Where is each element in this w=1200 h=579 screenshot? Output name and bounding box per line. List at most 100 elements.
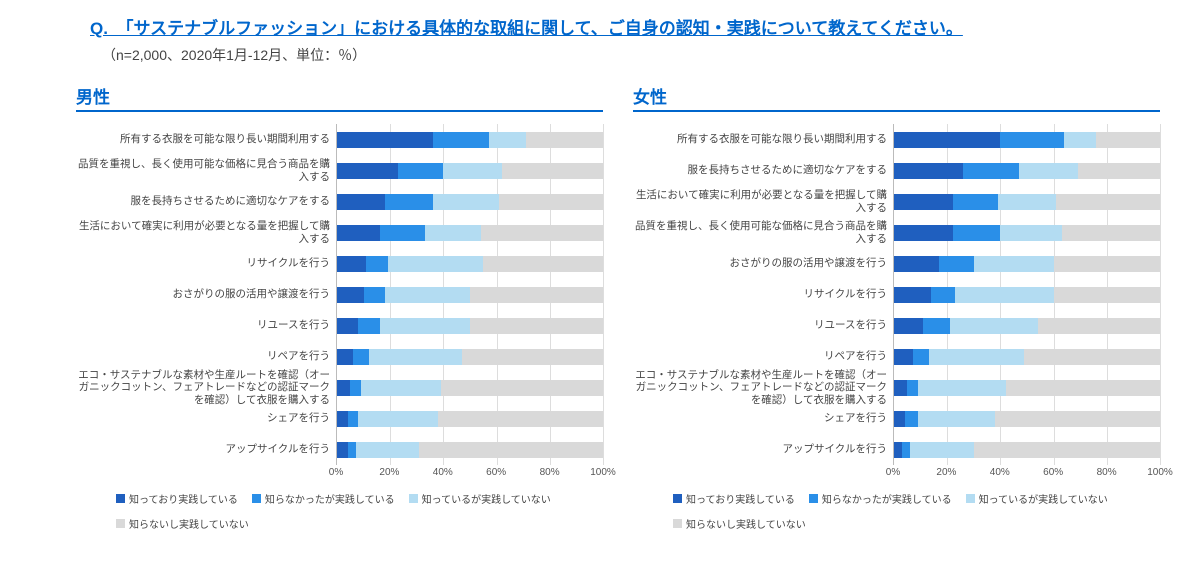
legend-label: 知らないし実践していない [686,516,806,531]
panel-男性: 男性所有する衣服を可能な限り長い期間利用する品質を重視し、長く使用可能な価格に見… [76,83,603,531]
chart-labels: 所有する衣服を可能な限り長い期間利用する服を長持ちさせるために適切なケアをする生… [633,124,893,465]
legend-label: 知らなかったが実践している [265,491,395,506]
bar-segment [337,132,433,148]
bar-row [337,186,603,217]
bar-segment [1000,132,1064,148]
bar-segment [348,442,356,458]
bar-segment [1054,287,1160,303]
bar-segment [918,411,995,427]
row-label: おさがりの服の活用や譲渡を行う [633,248,893,279]
bar-segment [353,349,369,365]
chart-area: 所有する衣服を可能な限り長い期間利用する服を長持ちさせるために適切なケアをする生… [633,124,1160,465]
legend-label: 知らなかったが実践している [822,491,952,506]
row-label: リユースを行う [633,310,893,341]
axis-tick: 100% [590,467,616,478]
bar-segment [388,256,484,272]
bar-segment [913,349,929,365]
bar-segment [483,256,603,272]
legend-label: 知っているが実践していない [422,491,551,506]
bar-segment [918,380,1006,396]
chart-bars [893,124,1160,465]
row-label: 品質を重視し、長く使用可能な価格に見合う商品を購入する [633,217,893,248]
bar-row [337,403,603,434]
axis-tick: 0% [329,467,343,478]
bar-row [337,217,603,248]
legend-label: 知っており実践している [686,491,795,506]
bar-segment [433,194,500,210]
row-label: アップサイクルを行う [76,434,336,465]
bar-segment [369,349,462,365]
bar-segment [894,287,931,303]
bar-segment [894,132,1000,148]
legend-item: 知っているが実践していない [966,491,1108,506]
bar-row [894,248,1160,279]
bar-segment [910,442,974,458]
bar-segment [358,411,438,427]
legend-item: 知らなかったが実践している [809,491,952,506]
axis-tick: 60% [1043,467,1063,478]
bar-row [894,403,1160,434]
bar-row [337,279,603,310]
bar-segment [907,380,918,396]
bar-segment [929,349,1025,365]
legend: 知っており実践している知らなかったが実践している知っているが実践していない知らな… [76,491,603,531]
legend-item: 知らないし実践していない [673,516,806,531]
bar-row [894,341,1160,372]
bar-segment [502,163,603,179]
bar-segment [894,194,953,210]
bar-segment [923,318,950,334]
row-label: リペアを行う [633,341,893,372]
row-label: 服を長持ちさせるために適切なケアをする [633,155,893,186]
bar-segment [1064,132,1096,148]
panels-container: 男性所有する衣服を可能な限り長い期間利用する品質を重視し、長く使用可能な価格に見… [40,83,1160,531]
bar-segment [905,411,918,427]
bar-row [894,372,1160,403]
bar-segment [441,380,603,396]
bar-segment [364,287,385,303]
bar-segment [499,194,603,210]
bar-segment [337,411,348,427]
bar-segment [419,442,603,458]
row-label: 所有する衣服を可能な限り長い期間利用する [76,124,336,155]
bar-row [337,372,603,403]
panel-title: 女性 [633,83,1160,112]
bar-row [337,310,603,341]
bar-segment [995,411,1160,427]
bar-segment [425,225,481,241]
bar-segment [433,132,489,148]
bar-segment [337,256,366,272]
bar-row [894,310,1160,341]
bar-segment [489,132,526,148]
bar-row [894,124,1160,155]
panel-女性: 女性所有する衣服を可能な限り長い期間利用する服を長持ちさせるために適切なケアをす… [633,83,1160,531]
row-label: リペアを行う [76,341,336,372]
bar-row [337,341,603,372]
axis-tick: 0% [886,467,900,478]
bar-segment [1078,163,1160,179]
bar-segment [950,318,1038,334]
row-label: エコ・サステナブルな素材や生産ルートを確認（オーガニックコットン、フェアトレード… [76,372,336,403]
bar-segment [894,225,953,241]
bar-segment [894,349,913,365]
legend-item: 知らなかったが実践している [252,491,395,506]
bar-segment [361,380,441,396]
bar-segment [894,163,963,179]
row-label: エコ・サステナブルな素材や生産ルートを確認（オーガニックコットン、フェアトレード… [633,372,893,403]
x-axis: 0%20%40%60%80%100% [893,467,1160,483]
bar-segment [1056,194,1160,210]
bar-segment [443,163,502,179]
bar-row [337,434,603,465]
axis-tick: 20% [936,467,956,478]
bar-segment [398,163,443,179]
axis-tick: 100% [1147,467,1173,478]
bar-segment [337,287,364,303]
chart-labels: 所有する衣服を可能な限り長い期間利用する品質を重視し、長く使用可能な価格に見合う… [76,124,336,465]
bar-segment [385,287,470,303]
legend-swatch [673,519,682,528]
bar-segment [470,318,603,334]
bar-row [894,217,1160,248]
bar-segment [358,318,379,334]
bar-segment [438,411,603,427]
bar-segment [481,225,603,241]
legend-swatch [673,494,682,503]
